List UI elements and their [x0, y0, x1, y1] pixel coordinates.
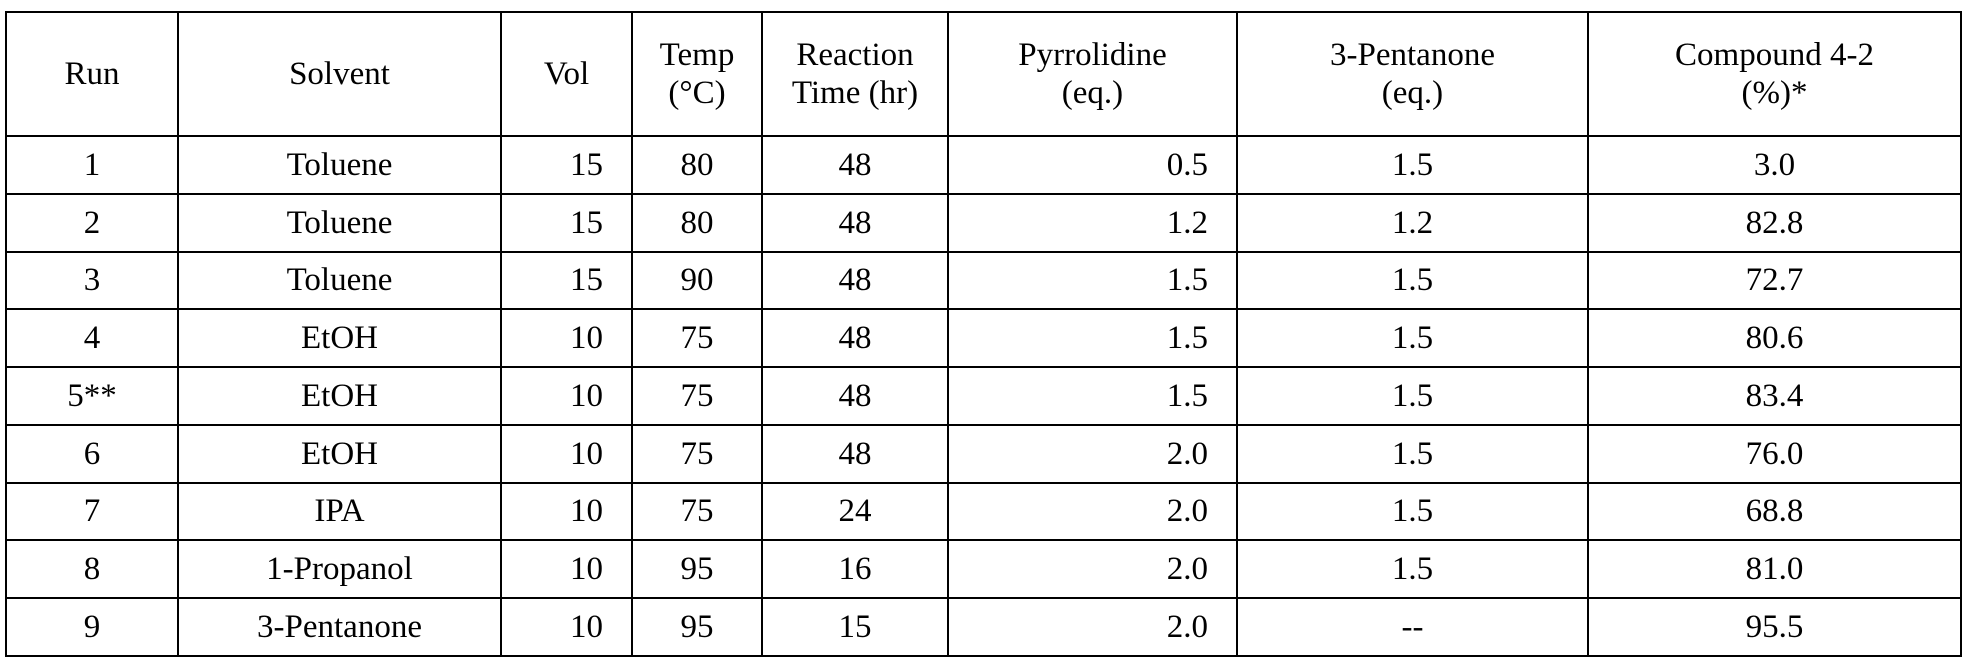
table-row: 2 Toluene 15 80 48 1.2 1.2 82.8 [6, 194, 1961, 252]
cell-solvent: 3-Pentanone [178, 598, 501, 656]
cell-run: 8 [6, 540, 178, 598]
header-run: Run [6, 12, 178, 136]
cell-reaction-time: 48 [762, 309, 948, 367]
cell-3-pentanone: 1.5 [1237, 483, 1588, 541]
table-row: 3 Toluene 15 90 48 1.5 1.5 72.7 [6, 252, 1961, 310]
cell-vol: 10 [501, 367, 632, 425]
cell-pyrrolidine: 0.5 [948, 136, 1237, 194]
cell-3-pentanone: -- [1237, 598, 1588, 656]
header-vol: Vol [501, 12, 632, 136]
header-row: Run Solvent Vol Temp (°C) Reaction Time … [6, 12, 1961, 136]
cell-pyrrolidine: 2.0 [948, 425, 1237, 483]
table-row: 6 EtOH 10 75 48 2.0 1.5 76.0 [6, 425, 1961, 483]
cell-vol: 10 [501, 483, 632, 541]
cell-vol: 10 [501, 425, 632, 483]
cell-temp: 90 [632, 252, 762, 310]
cell-3-pentanone: 1.5 [1237, 309, 1588, 367]
cell-pyrrolidine: 2.0 [948, 598, 1237, 656]
cell-run: 2 [6, 194, 178, 252]
header-solvent: Solvent [178, 12, 501, 136]
cell-reaction-time: 48 [762, 252, 948, 310]
table-row: 5** EtOH 10 75 48 1.5 1.5 83.4 [6, 367, 1961, 425]
cell-temp: 80 [632, 136, 762, 194]
cell-vol: 10 [501, 309, 632, 367]
cell-solvent: EtOH [178, 309, 501, 367]
cell-3-pentanone: 1.5 [1237, 425, 1588, 483]
cell-solvent: EtOH [178, 367, 501, 425]
cell-compound-4-2: 95.5 [1588, 598, 1961, 656]
cell-compound-4-2: 80.6 [1588, 309, 1961, 367]
cell-run: 4 [6, 309, 178, 367]
cell-vol: 15 [501, 136, 632, 194]
cell-pyrrolidine: 1.2 [948, 194, 1237, 252]
cell-pyrrolidine: 1.5 [948, 252, 1237, 310]
cell-solvent: Toluene [178, 194, 501, 252]
reaction-conditions-table: Run Solvent Vol Temp (°C) Reaction Time … [5, 11, 1962, 657]
cell-solvent: 1-Propanol [178, 540, 501, 598]
cell-run: 6 [6, 425, 178, 483]
table-row: 9 3-Pentanone 10 95 15 2.0 -- 95.5 [6, 598, 1961, 656]
cell-temp: 75 [632, 309, 762, 367]
cell-run: 7 [6, 483, 178, 541]
cell-temp: 95 [632, 598, 762, 656]
table-row: 7 IPA 10 75 24 2.0 1.5 68.8 [6, 483, 1961, 541]
cell-temp: 75 [632, 483, 762, 541]
cell-run: 5** [6, 367, 178, 425]
cell-compound-4-2: 72.7 [1588, 252, 1961, 310]
cell-compound-4-2: 76.0 [1588, 425, 1961, 483]
header-compound-4-2: Compound 4-2 (%)* [1588, 12, 1961, 136]
cell-run: 9 [6, 598, 178, 656]
cell-3-pentanone: 1.2 [1237, 194, 1588, 252]
cell-3-pentanone: 1.5 [1237, 136, 1588, 194]
header-3-pentanone: 3-Pentanone (eq.) [1237, 12, 1588, 136]
cell-temp: 95 [632, 540, 762, 598]
cell-solvent: Toluene [178, 136, 501, 194]
cell-pyrrolidine: 2.0 [948, 483, 1237, 541]
cell-pyrrolidine: 2.0 [948, 540, 1237, 598]
cell-temp: 75 [632, 425, 762, 483]
cell-compound-4-2: 83.4 [1588, 367, 1961, 425]
cell-reaction-time: 48 [762, 425, 948, 483]
cell-pyrrolidine: 1.5 [948, 309, 1237, 367]
cell-solvent: EtOH [178, 425, 501, 483]
header-pyrrolidine: Pyrrolidine (eq.) [948, 12, 1237, 136]
cell-compound-4-2: 3.0 [1588, 136, 1961, 194]
cell-compound-4-2: 82.8 [1588, 194, 1961, 252]
header-reaction-time: Reaction Time (hr) [762, 12, 948, 136]
cell-3-pentanone: 1.5 [1237, 367, 1588, 425]
cell-temp: 75 [632, 367, 762, 425]
cell-pyrrolidine: 1.5 [948, 367, 1237, 425]
cell-reaction-time: 48 [762, 367, 948, 425]
table-row: 8 1-Propanol 10 95 16 2.0 1.5 81.0 [6, 540, 1961, 598]
cell-vol: 15 [501, 252, 632, 310]
cell-run: 1 [6, 136, 178, 194]
cell-reaction-time: 48 [762, 136, 948, 194]
cell-3-pentanone: 1.5 [1237, 540, 1588, 598]
cell-reaction-time: 15 [762, 598, 948, 656]
cell-vol: 10 [501, 598, 632, 656]
table-row: 4 EtOH 10 75 48 1.5 1.5 80.6 [6, 309, 1961, 367]
table-row: 1 Toluene 15 80 48 0.5 1.5 3.0 [6, 136, 1961, 194]
cell-vol: 15 [501, 194, 632, 252]
cell-solvent: IPA [178, 483, 501, 541]
cell-temp: 80 [632, 194, 762, 252]
cell-reaction-time: 48 [762, 194, 948, 252]
cell-solvent: Toluene [178, 252, 501, 310]
cell-compound-4-2: 68.8 [1588, 483, 1961, 541]
cell-vol: 10 [501, 540, 632, 598]
cell-reaction-time: 24 [762, 483, 948, 541]
cell-reaction-time: 16 [762, 540, 948, 598]
cell-run: 3 [6, 252, 178, 310]
header-temp: Temp (°C) [632, 12, 762, 136]
cell-compound-4-2: 81.0 [1588, 540, 1961, 598]
cell-3-pentanone: 1.5 [1237, 252, 1588, 310]
